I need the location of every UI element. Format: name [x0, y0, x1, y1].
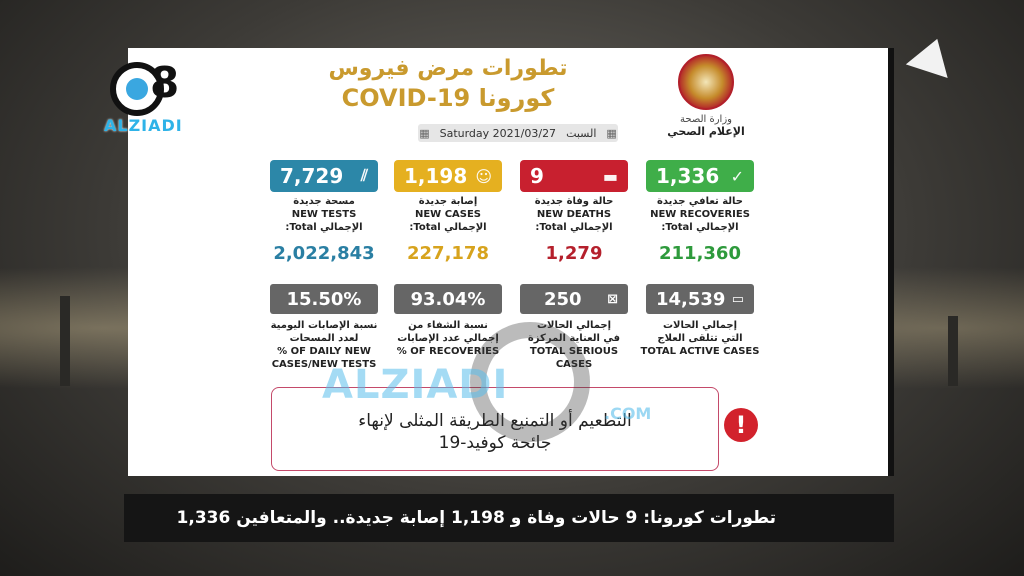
calendar-icon: ▦: [419, 126, 430, 140]
message-line-2: جائحة كوفيد-19: [438, 433, 552, 453]
ministry-name: وزارة الصحة: [680, 114, 732, 125]
new-recoveries-value: 1,336: [656, 164, 720, 188]
total-recoveries: 211,360: [659, 243, 741, 264]
positivity-rate-value: 15.50%: [286, 288, 362, 310]
new-tests-label: مسحة جديدة NEW TESTS الإجمالي Total:: [285, 196, 363, 233]
positivity-rate-card: 15.50%: [270, 284, 378, 314]
recovered-icon: ✓: [730, 166, 744, 186]
coffin-icon: ▬: [602, 166, 618, 186]
calendar-icon: ▦: [606, 126, 617, 140]
logo-text: ALZIADI: [104, 116, 183, 135]
title-arabic: تطورات مرض فيروس: [328, 56, 568, 81]
total-deaths: 1,279: [545, 243, 603, 264]
new-cases-card: 1,198 ☺: [394, 160, 502, 192]
new-deaths-value: 9: [530, 164, 544, 188]
exclamation-icon: !: [724, 408, 758, 442]
new-recoveries-card: 1,336 ✓: [646, 160, 754, 192]
background-tower: [948, 316, 958, 386]
serious-cases-value: 250: [544, 288, 582, 310]
serious-cases-card: 250 ⊠: [520, 284, 628, 314]
page-curl-icon: [905, 32, 959, 78]
test-tube-icon: ⫽: [360, 166, 368, 185]
channel-logo: 8 ALZIADI: [104, 58, 190, 135]
kuwait-emblem-icon: [678, 54, 734, 110]
new-recoveries-label: حالة تعافي جديدة NEW RECOVERIES الإجمالي…: [650, 196, 750, 233]
watermark-text: ALZIADI: [322, 362, 509, 408]
recovery-rate-value: 93.04%: [410, 288, 486, 310]
ticker-text: تطورات كورونا: 9 حالات وفاة و 1,198 إصاب…: [176, 508, 776, 528]
active-cases-value: 14,539: [656, 288, 726, 310]
news-ticker: تطورات كورونا: 9 حالات وفاة و 1,198 إصاب…: [124, 494, 894, 542]
new-cases-label: إصابة جديدة NEW CASES الإجمالي Total:: [409, 196, 487, 233]
new-deaths-label: حالة وفاة جديدة NEW DEATHS الإجمالي Tota…: [534, 196, 614, 233]
infographic-panel: تطورات مرض فيروس كورونا COVID-19 ▦ Satur…: [128, 48, 894, 476]
recovery-rate-label: نسبة الشفاء من إجمالي عدد الإصابات % OF …: [396, 320, 500, 357]
active-cases-card: 14,539 ▭: [646, 284, 754, 314]
ministry-logo: وزارة الصحة الإعلام الصحي: [656, 54, 756, 138]
total-tests: 2,022,843: [273, 243, 375, 264]
bed-icon: ▭: [731, 291, 744, 307]
icu-bed-icon: ⊠: [607, 291, 618, 307]
new-cases-value: 1,198: [404, 164, 468, 188]
background-tower: [60, 296, 70, 386]
total-cases: 227,178: [407, 243, 489, 264]
people-icon: ☺: [475, 166, 492, 186]
date-arabic: السبت: [566, 126, 597, 140]
date-bar: ▦ Saturday 2021/03/27 السبت ▦: [418, 124, 618, 142]
new-tests-value: 7,729: [280, 164, 344, 188]
active-cases-label: إجمالي الحالات التي تتلقى العلاج TOTAL A…: [640, 320, 760, 357]
logo-q-icon: [110, 62, 164, 116]
ministry-department: الإعلام الصحي: [667, 125, 745, 138]
recovery-rate-card: 93.04%: [394, 284, 502, 314]
title-covid: كورونا COVID-19: [341, 84, 555, 112]
watermark-domain: .COM: [604, 404, 652, 423]
date-english: Saturday 2021/03/27: [439, 126, 557, 140]
logo-digit: 8: [150, 58, 180, 107]
positivity-rate-label: نسبة الإصابات اليومية لعدد المسحات % OF …: [270, 320, 378, 370]
new-tests-card: 7,729 ⫽: [270, 160, 378, 192]
new-deaths-card: 9 ▬: [520, 160, 628, 192]
